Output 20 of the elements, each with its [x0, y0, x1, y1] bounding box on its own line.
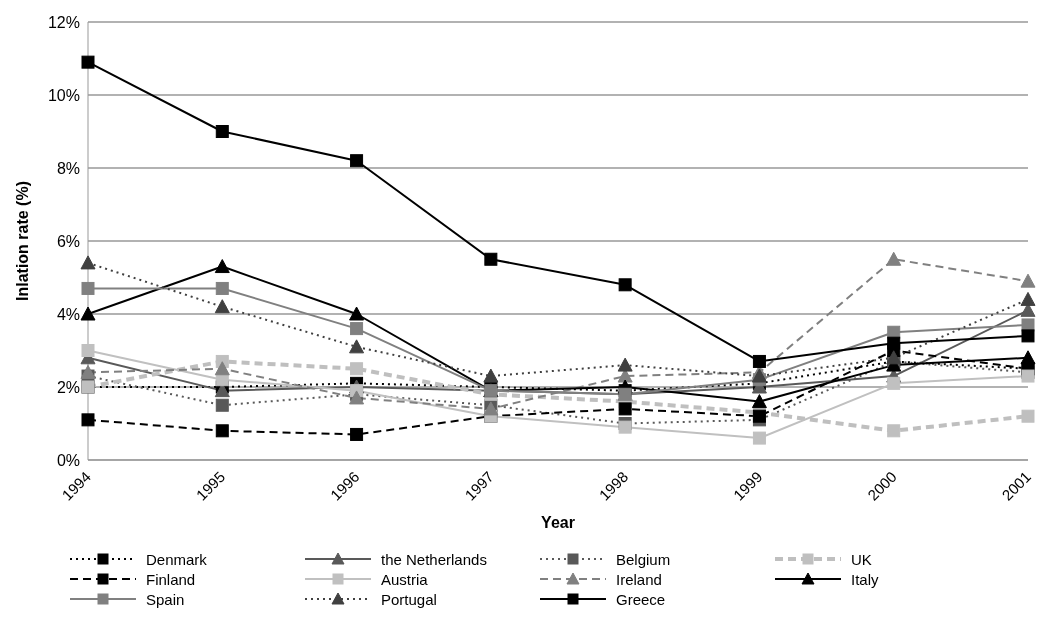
- legend-label: Spain: [146, 590, 185, 608]
- legend-label: Finland: [146, 570, 196, 588]
- y-axis-title: Inlation rate (%): [13, 180, 31, 302]
- y-tick-label: 12%: [47, 13, 80, 31]
- legend-label: the Netherlands: [381, 550, 487, 568]
- y-tick-label: 8%: [56, 159, 80, 177]
- legend-label: Belgium: [616, 550, 671, 568]
- y-tick-label: 4%: [56, 305, 80, 323]
- legend-label: Denmark: [146, 550, 207, 568]
- legend-label: Greece: [616, 590, 666, 608]
- legend-label: Ireland: [616, 570, 662, 588]
- y-tick-label: 0%: [56, 451, 80, 469]
- y-tick-label: 6%: [56, 232, 80, 250]
- legend-label: UK: [851, 550, 872, 568]
- legend-label: Portugal: [381, 590, 437, 608]
- legend-label: Austria: [381, 570, 428, 588]
- y-tick-label: 10%: [47, 86, 80, 104]
- x-axis-title: Year: [541, 514, 575, 531]
- legend-label: Italy: [851, 570, 879, 588]
- y-tick-label: 2%: [56, 378, 80, 396]
